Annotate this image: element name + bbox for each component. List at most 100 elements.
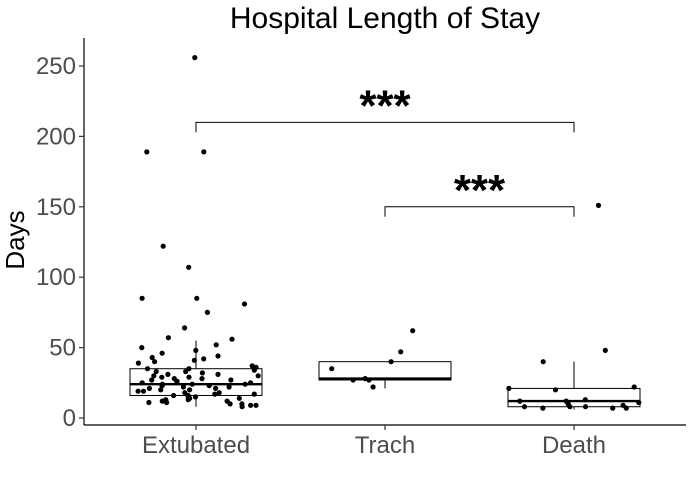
data-point bbox=[388, 359, 394, 365]
data-point bbox=[183, 368, 189, 375]
data-point bbox=[239, 404, 245, 410]
x-tick-label: Extubated bbox=[142, 432, 250, 459]
data-point bbox=[139, 295, 145, 301]
data-point bbox=[159, 374, 165, 380]
data-point bbox=[253, 402, 259, 408]
significance-bracket bbox=[384, 206, 575, 217]
data-point bbox=[631, 384, 637, 390]
chart-title: Hospital Length of Stay bbox=[230, 2, 540, 35]
data-point bbox=[370, 384, 376, 390]
data-point bbox=[182, 325, 188, 331]
data-point bbox=[146, 399, 152, 406]
data-point bbox=[366, 377, 372, 383]
data-point bbox=[186, 264, 192, 270]
data-point bbox=[180, 384, 186, 390]
x-tick-label: Death bbox=[542, 432, 606, 459]
data-point bbox=[229, 336, 235, 342]
data-point bbox=[410, 328, 416, 334]
data-point bbox=[251, 367, 257, 373]
data-point bbox=[242, 381, 248, 387]
data-point bbox=[255, 373, 261, 379]
data-point bbox=[159, 350, 165, 356]
data-point bbox=[251, 391, 257, 397]
data-point bbox=[582, 397, 588, 403]
data-point bbox=[206, 383, 212, 389]
data-point bbox=[228, 377, 234, 383]
data-point bbox=[227, 401, 233, 407]
box bbox=[318, 361, 452, 381]
significance-label: *** bbox=[359, 81, 411, 130]
data-point bbox=[567, 404, 573, 410]
data-point bbox=[201, 149, 207, 155]
data-point bbox=[521, 404, 528, 410]
data-point bbox=[199, 376, 205, 382]
box bbox=[129, 368, 263, 396]
data-point bbox=[636, 399, 642, 406]
data-point bbox=[135, 388, 141, 394]
data-point bbox=[192, 394, 199, 400]
y-tick-label: 200 bbox=[36, 123, 76, 150]
data-point bbox=[185, 397, 191, 403]
data-point bbox=[212, 391, 218, 397]
significance-label: *** bbox=[454, 166, 506, 215]
data-point bbox=[193, 347, 199, 353]
data-point bbox=[187, 387, 193, 393]
data-point bbox=[582, 404, 589, 410]
data-point bbox=[160, 243, 166, 249]
data-point bbox=[171, 392, 177, 399]
data-point bbox=[329, 366, 335, 372]
data-point bbox=[215, 353, 221, 359]
data-point bbox=[602, 347, 608, 353]
data-point bbox=[153, 368, 159, 375]
plot-area: 0 50 100 150 200 250 Extubated Trach Death *** *** bbox=[36, 38, 686, 459]
data-point bbox=[144, 366, 151, 372]
data-point bbox=[350, 377, 356, 383]
data-point bbox=[595, 202, 602, 208]
data-point bbox=[165, 335, 171, 341]
y-tick-label: 100 bbox=[36, 264, 76, 291]
data-point bbox=[140, 388, 147, 394]
data-point bbox=[135, 360, 141, 366]
data-point bbox=[158, 387, 164, 393]
data-point bbox=[248, 402, 254, 408]
data-point bbox=[194, 295, 200, 301]
y-tick-label: 0 bbox=[63, 405, 76, 432]
y-tick-label: 150 bbox=[36, 194, 76, 221]
data-point bbox=[192, 55, 198, 61]
data-point bbox=[201, 356, 207, 362]
data-point bbox=[204, 309, 210, 315]
data-point bbox=[213, 342, 219, 348]
data-point bbox=[610, 405, 616, 411]
data-point bbox=[186, 374, 192, 380]
y-tick-label: 250 bbox=[36, 53, 76, 80]
data-point bbox=[398, 349, 404, 355]
data-point bbox=[139, 345, 145, 351]
data-point bbox=[540, 359, 546, 365]
data-point bbox=[249, 363, 255, 369]
data-point bbox=[226, 384, 232, 390]
data-point bbox=[241, 301, 248, 307]
data-point bbox=[152, 359, 158, 365]
data-point bbox=[215, 371, 221, 377]
data-point bbox=[506, 385, 512, 391]
data-point bbox=[517, 398, 523, 404]
data-point bbox=[151, 373, 157, 379]
data-point bbox=[164, 399, 170, 406]
data-point bbox=[623, 405, 629, 411]
significance-bracket bbox=[195, 121, 575, 133]
data-point bbox=[165, 371, 171, 377]
data-point bbox=[191, 357, 197, 363]
data-point bbox=[216, 390, 222, 396]
data-point bbox=[236, 395, 242, 401]
data-point bbox=[159, 383, 165, 389]
data-point bbox=[552, 387, 559, 393]
data-point bbox=[199, 370, 205, 376]
y-tick-label: 50 bbox=[49, 335, 76, 362]
data-point bbox=[540, 405, 546, 411]
data-point bbox=[189, 381, 195, 387]
data-point bbox=[248, 380, 254, 386]
data-point bbox=[159, 398, 165, 404]
box bbox=[507, 387, 641, 408]
data-point bbox=[139, 380, 145, 386]
